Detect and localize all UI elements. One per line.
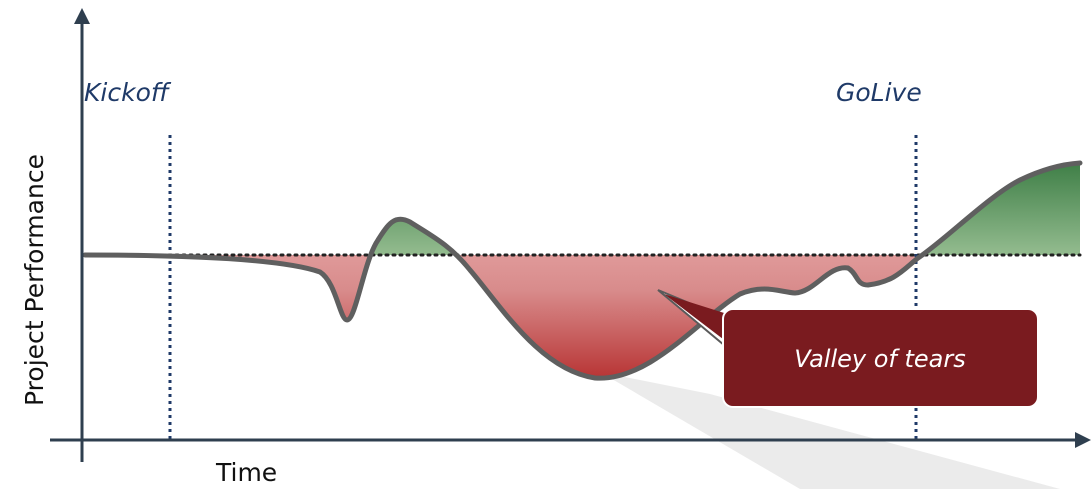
- golive-label: GoLive: [836, 78, 922, 107]
- callout-shadow: [600, 372, 1060, 489]
- performance-curve: [82, 160, 1083, 381]
- gain-area: [85, 163, 1080, 255]
- valley-of-tears-callout: [722, 308, 1039, 408]
- y-axis-arrow-icon: [74, 8, 90, 24]
- valley-of-tears-area: [85, 255, 918, 379]
- y-axis-label: Project Performance: [20, 154, 49, 406]
- x-axis-arrow-icon: [1075, 432, 1091, 448]
- x-axis-label: Time: [215, 458, 277, 487]
- kickoff-label: Kickoff: [84, 78, 172, 107]
- callout-text: Valley of tears: [794, 345, 966, 373]
